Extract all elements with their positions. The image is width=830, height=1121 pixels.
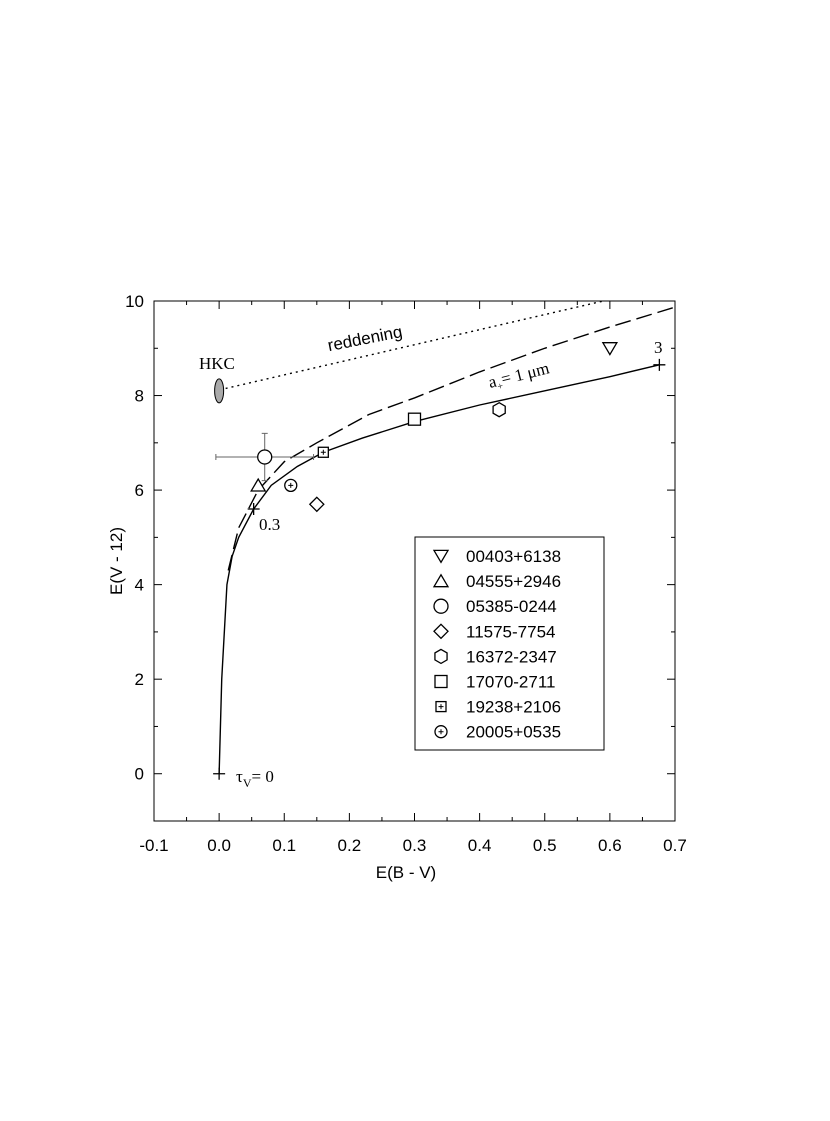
legend-marker <box>432 573 450 588</box>
data-point <box>407 412 422 426</box>
x-tick-label: 0.3 <box>403 836 427 855</box>
legend-label: 11575-7754 <box>466 622 556 641</box>
data-point <box>250 477 267 492</box>
marker-shape <box>407 412 422 426</box>
tau-label: τV= 0 <box>236 767 274 790</box>
model-point <box>247 503 260 515</box>
marker-shape <box>433 623 449 640</box>
marker-shape <box>434 674 448 689</box>
x-tick-label: 0.2 <box>338 836 362 855</box>
marker-shape <box>601 342 619 356</box>
marker-shape <box>434 648 448 665</box>
curve <box>227 306 676 571</box>
y-tick-label: 0 <box>135 765 144 784</box>
size-label: a+= 1 μm <box>486 358 552 394</box>
data-point <box>317 446 329 458</box>
model-point <box>213 767 226 780</box>
legend-marker <box>434 725 448 739</box>
y-tick-label: 2 <box>135 670 144 689</box>
x-tick-label: 0.6 <box>598 836 622 855</box>
y-tick-label: 4 <box>135 576 144 595</box>
marker-shape <box>438 704 444 710</box>
marker-shape <box>320 449 326 455</box>
size-sub: + <box>496 381 504 393</box>
model-point <box>653 358 666 371</box>
x-tick-label: 0.0 <box>207 836 231 855</box>
curve <box>218 364 660 774</box>
y-axis-label: E(V - 12) <box>107 527 126 595</box>
marker-shape <box>438 729 444 735</box>
tau-sub: V <box>243 776 252 790</box>
x-tick-label: 0.4 <box>468 836 492 855</box>
size-text: = 1 μm <box>499 358 551 388</box>
tau-text: = 0 <box>252 767 274 786</box>
legend-label: 17070-2711 <box>466 673 556 692</box>
legend-marker <box>434 648 448 665</box>
legend-label: 04555+2946 <box>466 572 561 591</box>
legend-marker <box>435 700 447 713</box>
data-point <box>284 478 298 493</box>
y-tick-label: 8 <box>135 387 144 406</box>
y-tick-label: 10 <box>125 292 144 311</box>
data-point <box>601 342 619 356</box>
legend-marker <box>433 623 449 640</box>
marker-shape <box>288 482 294 488</box>
marker-shape <box>433 598 449 614</box>
legend-label: 05385-0244 <box>466 597 557 616</box>
marker-shape <box>308 496 325 513</box>
x-tick-label: 0.7 <box>663 836 687 855</box>
point-label: 0.3 <box>259 515 280 534</box>
hkc-marker <box>214 378 225 404</box>
x-axis-label: E(B - V) <box>376 863 436 882</box>
x-tick-label: -0.1 <box>139 836 168 855</box>
legend-label: 19238+2106 <box>466 698 561 717</box>
marker-shape <box>250 477 267 492</box>
hkc-label: HKC <box>199 354 235 373</box>
marker-shape <box>432 549 450 564</box>
curve <box>225 300 604 390</box>
marker-shape <box>432 573 450 588</box>
legend-marker <box>434 674 448 689</box>
marker-shape <box>257 449 273 465</box>
legend-marker <box>433 598 449 614</box>
legend-marker <box>432 549 450 564</box>
x-tick-label: 0.5 <box>533 836 557 855</box>
legend-label: 20005+0535 <box>466 723 561 742</box>
tau-symbol: τ <box>236 767 243 786</box>
legend <box>414 536 605 751</box>
point-label: 3 <box>654 338 663 357</box>
data-point <box>492 401 506 418</box>
data-point <box>257 449 273 465</box>
y-tick-label: 6 <box>135 481 144 500</box>
data-point <box>308 496 325 513</box>
legend-label: 16372-2347 <box>466 647 557 666</box>
legend-label: 00403+6138 <box>466 547 561 566</box>
marker-shape <box>492 401 506 418</box>
reddening-label: reddening <box>326 322 404 355</box>
x-tick-label: 0.1 <box>272 836 296 855</box>
